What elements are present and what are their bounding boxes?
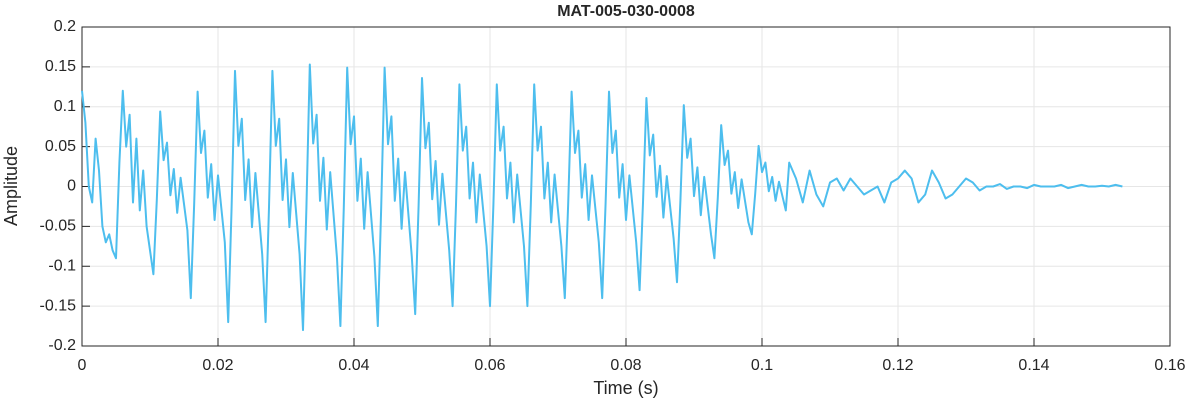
x-tick-label: 0.02 [202,357,233,374]
x-tick-label: 0 [78,357,87,374]
x-tick-label: 0.06 [474,357,505,374]
y-tick-label: -0.15 [40,297,77,314]
x-tick-label: 0.04 [338,357,369,374]
signal-line [81,63,1123,332]
axes-box [81,26,1171,347]
x-tick-label: 0.16 [1154,357,1185,374]
y-tick-label: -0.1 [48,257,76,274]
x-tick-label: 0.12 [882,357,913,374]
x-tick-label: 0.08 [610,357,641,374]
y-tick-label: -0.05 [40,218,77,235]
x-tick-label: 0.1 [751,357,773,374]
y-tick-label: 0.05 [45,138,76,155]
y-axis-label: Amplitude [1,146,21,226]
y-tick-label: 0.2 [54,18,76,35]
y-tick-label: 0.1 [54,98,76,115]
x-axis-label: Time (s) [593,378,658,398]
y-tick-label: 0 [67,178,76,195]
y-tick-label: -0.2 [48,337,76,354]
chart-title: MAT-005-030-0008 [557,3,695,20]
y-tick-label: 0.15 [45,58,76,75]
x-tick-label: 0.14 [1018,357,1049,374]
